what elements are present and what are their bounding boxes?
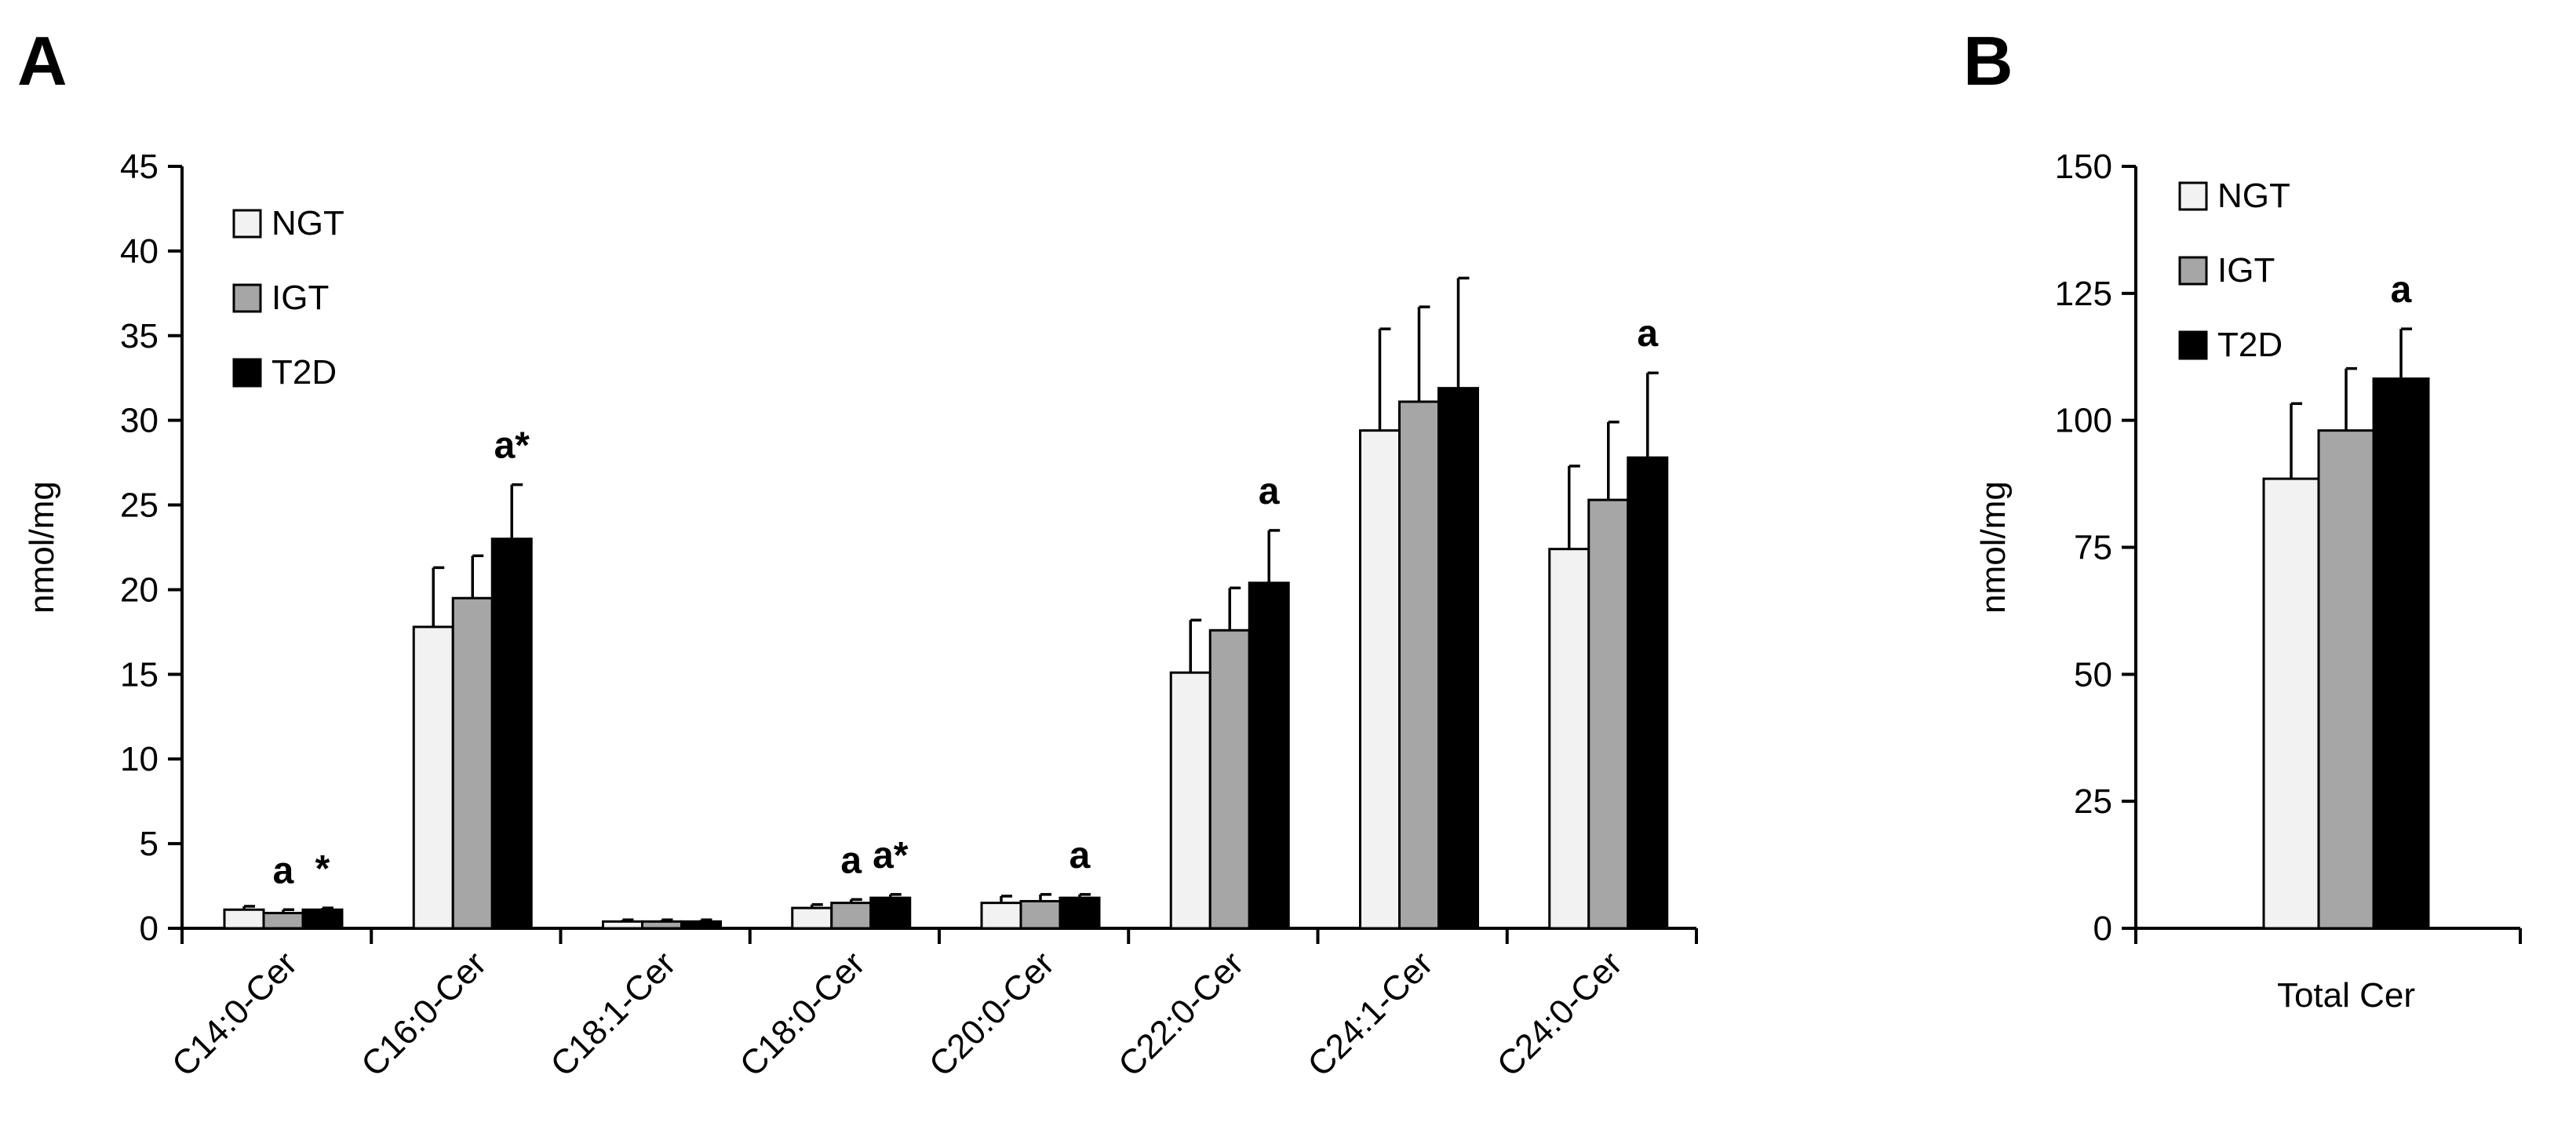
legend-label-t2d: T2D [271,353,337,392]
legend-label-igt: IGT [271,279,329,317]
panel-b: B 0 25 50 75 100 125 150 nmol/mg Total Cer a NGT IG… [1963,22,2522,1015]
y-tick-label: 30 [120,402,158,440]
bar-c24-1-cer-ngt [1359,429,1401,930]
y-tick-label: 25 [2074,782,2112,821]
bar-c14-0-cer-igt [262,912,304,930]
bar-c22-0-cer-t2d [1248,581,1290,930]
category-label: C20:0-Cer [922,944,1062,1084]
y-axis-label: nmol/mg [23,481,61,614]
legend-label-igt: IGT [2217,251,2275,290]
y-tick-label: 150 [2055,148,2112,186]
bar-c20-0-cer-igt [1019,899,1062,930]
legend-swatch-t2d [232,358,262,388]
y-tick-label: 40 [120,232,158,271]
bar-total-cer-igt [2317,429,2375,930]
y-tick-label: 125 [2055,275,2112,313]
bar-c14-0-cer-t2d [301,908,344,930]
bar-c18-1-cer-igt [641,920,683,930]
bar-c18-0-cer-t2d [869,896,912,930]
category-label: C18:0-Cer [733,944,873,1084]
bar-c24-1-cer-igt [1398,400,1440,930]
legend-label-ngt: NGT [271,204,344,242]
bar-c24-0-cer-igt [1587,498,1630,930]
y-axis-label: nmol/mg [1974,481,2013,614]
category-label: C14:0-Cer [165,944,304,1084]
legend-swatch-ngt [232,209,262,239]
panel-a: A 0 5 10 15 20 25 30 35 40 45 nmol/mg C14:0-Cer C16:… [17,22,1698,1084]
significance-label: a* [873,835,909,876]
significance-label: a [273,850,294,891]
category-label: C18:1-Cer [543,944,683,1084]
legend-swatch-ngt [2178,181,2208,211]
y-tick-label: 35 [120,317,158,355]
bar-c14-0-cer-ngt [223,908,265,930]
y-tick-label: 10 [120,740,158,778]
category-label: C24:0-Cer [1490,944,1630,1084]
category-label: Total Cer [2277,976,2415,1015]
bar-c16-0-cer-t2d [490,538,533,930]
significance-label: a* [494,425,530,467]
legend-swatch-igt [2178,256,2208,286]
bar-c16-0-cer-igt [451,596,494,930]
legend-label-ngt: NGT [2217,177,2290,215]
y-tick-label: 5 [140,825,158,863]
bar-c22-0-cer-ngt [1169,671,1211,930]
panel-a-label: A [17,22,67,100]
bar-c22-0-cer-igt [1208,629,1251,930]
bar-c24-0-cer-t2d [1627,456,1669,930]
significance-label: a [1259,471,1280,512]
significance-label: * [315,848,330,890]
bar-total-cer-ngt [2262,477,2320,930]
bar-c24-0-cer-ngt [1548,548,1590,930]
significance-label: a [1069,835,1091,876]
y-tick-label: 0 [2093,909,2112,948]
significance-label: a [1637,313,1658,355]
category-label: C24:1-Cer [1300,944,1440,1084]
y-tick-label: 50 [2074,655,2112,694]
legend-swatch-t2d [2178,330,2208,360]
y-tick-label: 25 [120,487,158,525]
y-tick-label: 0 [140,909,158,948]
category-label: C16:0-Cer [354,944,494,1084]
bar-c18-0-cer-igt [830,902,873,930]
y-tick-label: 100 [2055,402,2112,440]
panel-b-label: B [1963,22,2013,100]
bar-c16-0-cer-ngt [412,625,454,930]
significance-label: a [2391,269,2412,311]
bar-c18-1-cer-t2d [680,920,722,930]
y-tick-label: 75 [2074,529,2112,567]
legend-swatch-igt [232,283,262,313]
y-tick-label: 15 [120,655,158,694]
bar-c24-1-cer-t2d [1437,387,1479,930]
significance-label: a [840,840,862,881]
category-label: C22:0-Cer [1111,944,1251,1084]
y-tick-label: 20 [120,570,158,609]
y-tick-label: 45 [120,148,158,186]
bar-c18-1-cer-ngt [602,920,643,930]
legend-label-t2d: T2D [2217,326,2283,364]
bar-c18-0-cer-ngt [791,906,833,930]
bar-c20-0-cer-t2d [1058,896,1101,930]
bar-total-cer-t2d [2372,377,2430,930]
bar-c20-0-cer-ngt [980,902,1022,930]
